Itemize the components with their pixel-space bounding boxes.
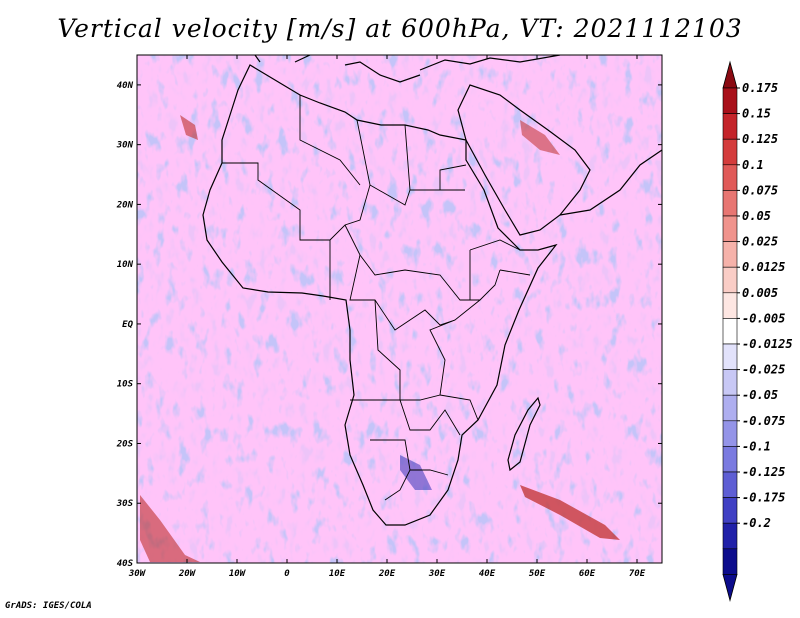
lon-tick-label: 20E [378, 569, 396, 579]
lat-tick-label: 20S [116, 439, 134, 449]
country-borders [222, 95, 531, 501]
lon-tick-label: 60E [579, 569, 596, 579]
lat-tick-label: 30S [116, 499, 134, 509]
lat-tick-label: 30N [116, 141, 134, 151]
lat-tick-label: 40N [117, 81, 134, 91]
lon-tick-label: 50E [529, 569, 546, 579]
colorbar-label: -0.125 [742, 465, 785, 479]
colorbar-bin [722, 548, 738, 575]
colorbar-bin [722, 266, 738, 294]
colorbar-bin [722, 87, 738, 114]
lat-tick-label: 40S [117, 559, 134, 569]
lat-tick-label: 10S [117, 380, 134, 390]
colorbar-bin [722, 113, 738, 140]
colorbar-bin [722, 215, 738, 242]
colorbar-label: 0.025 [742, 235, 778, 249]
map-title: Vertical velocity [m/s] at 600hPa, VT: 2… [57, 14, 743, 43]
lon-tick-label: 10W [229, 569, 247, 579]
colorbar-bin [722, 292, 738, 319]
colorbar-bin [722, 420, 738, 447]
colorbar-label: -0.005 [742, 311, 785, 325]
colorbar: 0.175 0.15 0.125 0.1 0.075 0.05 0.025 0.0125 0.0… [722, 60, 793, 602]
colorbar-bin [722, 369, 738, 396]
colorbar-label: 0.005 [742, 286, 778, 300]
colorbar-label: -0.075 [742, 414, 785, 428]
colorbar-bin [722, 471, 738, 498]
colorbar-bin [722, 446, 738, 473]
colorbar-label: -0.175 [742, 491, 785, 505]
lat-tick-label: 20N [116, 200, 134, 210]
colorbar-label: 0.1 [742, 158, 764, 172]
lon-tick-label: 10E [329, 569, 346, 579]
velocity-field [137, 55, 662, 563]
lat-tick-label: 10N [117, 260, 134, 270]
colorbar-bin [722, 394, 738, 422]
colorbar-label: -0.2 [742, 516, 771, 530]
colorbar-bin [722, 241, 738, 268]
colorbar-bin [722, 164, 738, 191]
lon-tick-label: 30W [128, 569, 147, 579]
lon-tick-label: 40E [479, 569, 496, 579]
lon-tick-label: 20W [178, 569, 197, 579]
colorbar-label: 0.15 [742, 107, 771, 121]
colorbar-bottom-cap [722, 574, 738, 602]
colorbar-label: 0.125 [742, 132, 778, 146]
lon-tick-label: 30E [428, 569, 446, 579]
colorbar-label: -0.025 [742, 363, 785, 377]
colorbar-bin [722, 318, 738, 345]
colorbar-label: 0.075 [742, 183, 778, 197]
lat-tick-label: EQ [122, 320, 133, 330]
plot-frame [136, 54, 663, 564]
colorbar-label: 0.175 [742, 81, 778, 95]
colorbar-top-cap [722, 60, 738, 89]
colorbar-bin [722, 190, 738, 217]
coastlines [202, 55, 662, 526]
lon-tick-label: 70E [629, 569, 646, 579]
lon-tick-label: 0 [284, 569, 290, 579]
colorbar-label: -0.05 [742, 388, 778, 402]
colorbar-bin [722, 343, 738, 370]
colorbar-label: -0.1 [742, 439, 771, 453]
colorbar-label: 0.0125 [742, 260, 785, 274]
colorbar-label: -0.0125 [742, 337, 793, 351]
colorbar-bin [722, 138, 738, 166]
colorbar-label: 0.05 [742, 209, 771, 223]
credit-text: GrADS: IGES/COLA [5, 601, 92, 611]
colorbar-bin [722, 522, 738, 550]
colorbar-bin [722, 497, 738, 524]
